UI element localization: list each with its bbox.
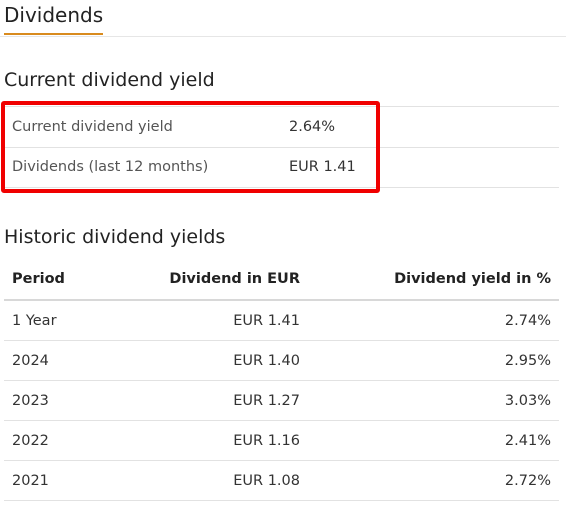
historic-yields-table: Period Dividend in EUR Dividend yield in… (4, 259, 559, 501)
yield-cell: 3.03% (504, 393, 551, 409)
table-row: 2022 EUR 1.16 2.41% (4, 421, 559, 461)
current-yield-row: Current dividend yield 2.64% (4, 106, 559, 148)
yield-cell: 2.72% (504, 473, 551, 489)
yield-cell: 2.41% (504, 433, 551, 449)
tab-dividends[interactable]: Dividends (4, 3, 104, 35)
yield-cell: 2.95% (504, 353, 551, 369)
column-header-dividend[interactable]: Dividend in EUR (169, 271, 300, 287)
period-cell: 2023 (12, 393, 49, 409)
table-row: 2024 EUR 1.40 2.95% (4, 341, 559, 381)
yield-cell: 2.74% (504, 313, 551, 329)
table-row: 1 Year EUR 1.41 2.74% (4, 301, 559, 341)
period-cell: 2021 (12, 473, 49, 489)
table-row: 2021 EUR 1.08 2.72% (4, 461, 559, 501)
dividend-cell: EUR 1.08 (233, 473, 300, 489)
table-header-row: Period Dividend in EUR Dividend yield in… (4, 259, 559, 301)
period-cell: 2024 (12, 353, 49, 369)
section-tab-header: Dividends (0, 0, 566, 37)
last-12-months-label: Dividends (last 12 months) (12, 159, 209, 175)
current-yield-heading: Current dividend yield (4, 69, 215, 91)
table-row: 2023 EUR 1.27 3.03% (4, 381, 559, 421)
column-header-period[interactable]: Period (12, 271, 65, 287)
dividend-cell: EUR 1.16 (233, 433, 300, 449)
historic-yields-heading: Historic dividend yields (4, 226, 226, 248)
dividend-cell: EUR 1.27 (233, 393, 300, 409)
period-cell: 2022 (12, 433, 49, 449)
current-yield-label: Current dividend yield (12, 119, 173, 135)
last-12-months-value: EUR 1.41 (289, 159, 356, 175)
dividend-cell: EUR 1.40 (233, 353, 300, 369)
period-cell: 1 Year (12, 313, 57, 329)
dividend-cell: EUR 1.41 (233, 313, 300, 329)
current-yield-value: 2.64% (289, 119, 336, 135)
column-header-yield[interactable]: Dividend yield in % (394, 271, 551, 287)
last-12-months-row: Dividends (last 12 months) EUR 1.41 (4, 147, 559, 188)
